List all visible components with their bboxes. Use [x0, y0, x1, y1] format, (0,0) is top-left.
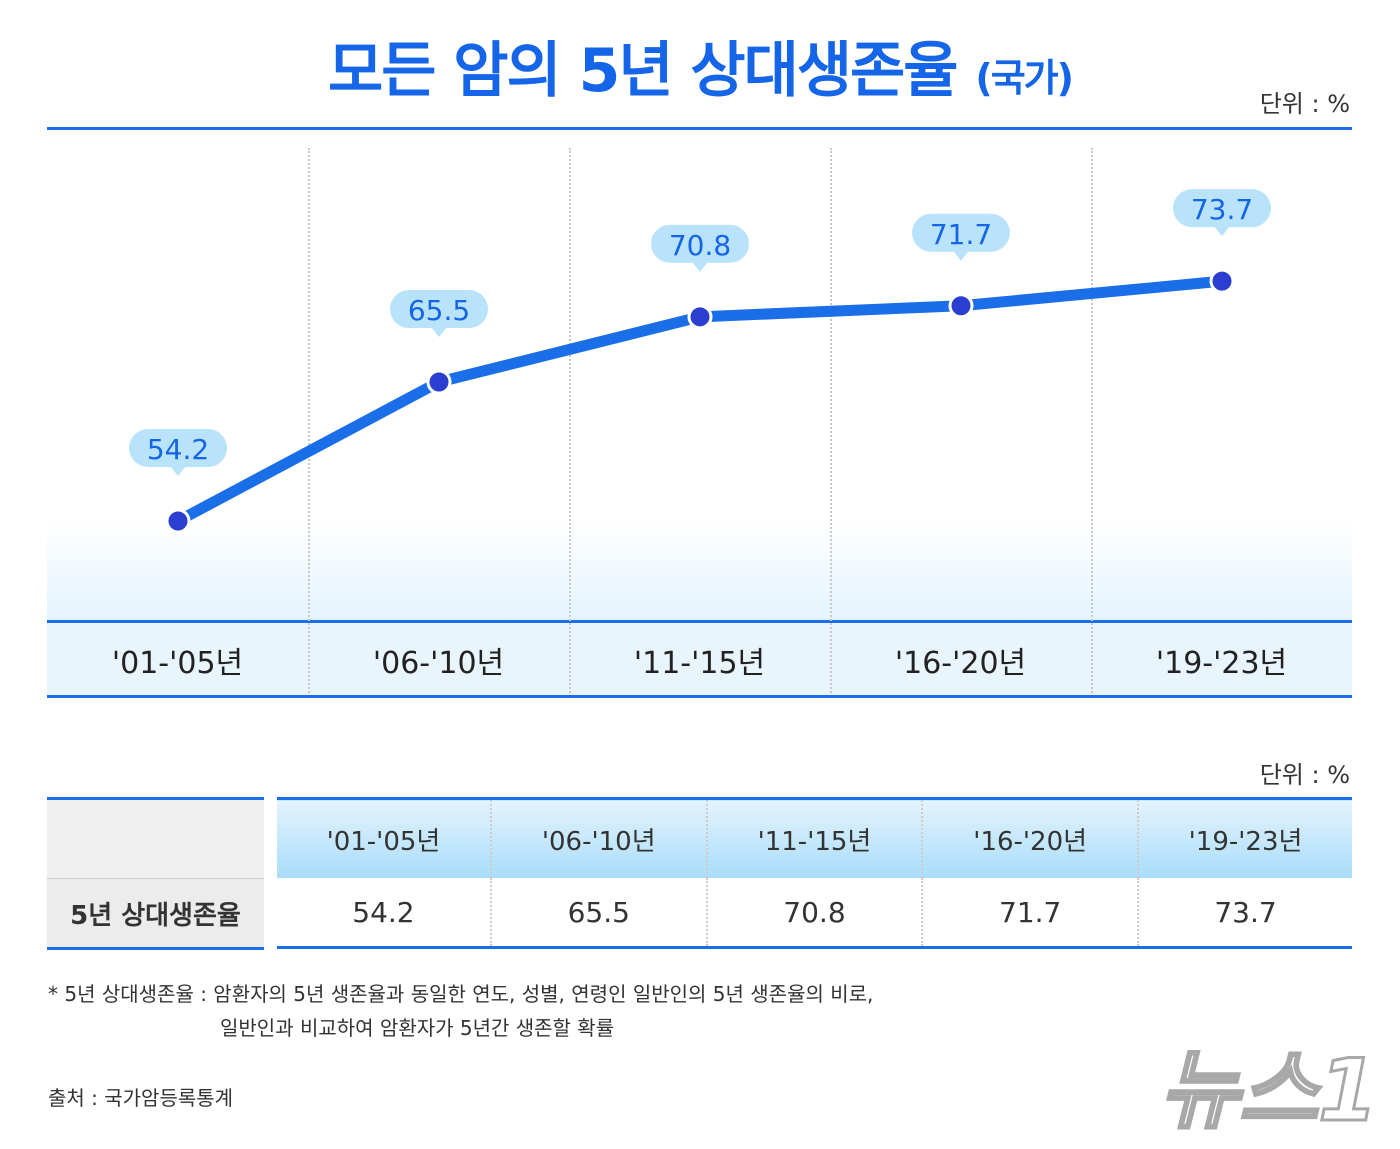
data-label: 65.5: [408, 294, 470, 327]
table-column-header: '19-'23년: [1137, 797, 1352, 878]
source: 출처 : 국가암등록통계: [48, 1086, 234, 1110]
data-point: [165, 508, 191, 534]
grid-separator: [308, 148, 310, 693]
data-point: [1209, 268, 1235, 294]
data-label-pointer: [170, 466, 186, 476]
data-label-bubble: [1173, 189, 1271, 228]
data-label-bubble: [651, 224, 749, 263]
table-column-header: '16-'20년: [921, 797, 1139, 878]
chart-gradient: [47, 520, 1352, 620]
data-label-bubble: [390, 290, 488, 329]
data-label: 73.7: [1191, 193, 1253, 226]
footnote-line2: 일반인과 비교하여 암환자가 5년간 생존할 확률: [220, 1016, 615, 1040]
x-tick-label: '11-'15년: [633, 646, 766, 681]
data-point: [426, 369, 452, 395]
data-label: 54.2: [147, 433, 209, 466]
line-chart: 54.2 65.5 70.8 71.7 73.7: [129, 189, 1271, 534]
table-unit: 단위 : %: [1259, 761, 1350, 789]
row-header: 5년 상대생존율: [47, 878, 264, 950]
data-table: '01-'05년 '06-'10년 '11-'15년 '16-'20년 '19-'23년…: [277, 797, 1352, 949]
table-column-header: '01-'05년: [277, 797, 491, 878]
x-tick-label: '06-'10년: [372, 646, 505, 681]
data-label-pointer: [1214, 226, 1230, 237]
footnote-line1: * 5년 상대생존율 : 암환자의 5년 생존율과 동일한 연도, 성별, 연령…: [48, 982, 874, 1006]
table-cell: 71.7: [921, 878, 1139, 949]
grid-separator: [830, 148, 832, 693]
x-axis-bottom-rule: [47, 695, 1352, 698]
data-label-pointer: [953, 250, 969, 261]
top-rule: [47, 127, 1352, 130]
table-cell: 54.2: [277, 878, 491, 949]
x-axis-band: [47, 622, 1352, 695]
empty-corner: [47, 797, 264, 879]
data-label-pointer: [692, 261, 708, 272]
x-tick-label: '19-'23년: [1155, 646, 1288, 681]
x-axis-top-rule: [47, 620, 1352, 623]
row-header-table: 5년 상대생존율: [47, 797, 264, 950]
data-label: 70.8: [669, 229, 731, 262]
title-main: 모든 암의 5년 상대생존율: [328, 36, 958, 106]
data-label-pointer: [431, 327, 447, 338]
title-sub: (국가): [975, 56, 1074, 100]
table-column-header: '06-'10년: [489, 797, 707, 878]
table-column-header: '11-'15년: [705, 797, 923, 878]
data-point: [948, 293, 974, 319]
data-point: [687, 304, 713, 330]
grid-separator: [569, 148, 571, 693]
x-tick-label: '01-'05년: [111, 646, 244, 681]
chart-unit: 단위 : %: [1259, 90, 1350, 118]
table-cell: 70.8: [705, 878, 923, 949]
data-label-bubble: [912, 213, 1010, 252]
table-cell: 65.5: [489, 878, 707, 949]
data-label: 71.7: [930, 218, 992, 251]
chart-title: 모든 암의 5년 상대생존율 (국가): [0, 22, 1400, 109]
x-tick-label: '16-'20년: [894, 646, 1027, 681]
watermark-logo: 뉴스1: [1158, 1040, 1379, 1143]
table-cell: 73.7: [1137, 878, 1352, 949]
grid-separator: [1091, 148, 1093, 693]
data-label-bubble: [129, 429, 227, 467]
